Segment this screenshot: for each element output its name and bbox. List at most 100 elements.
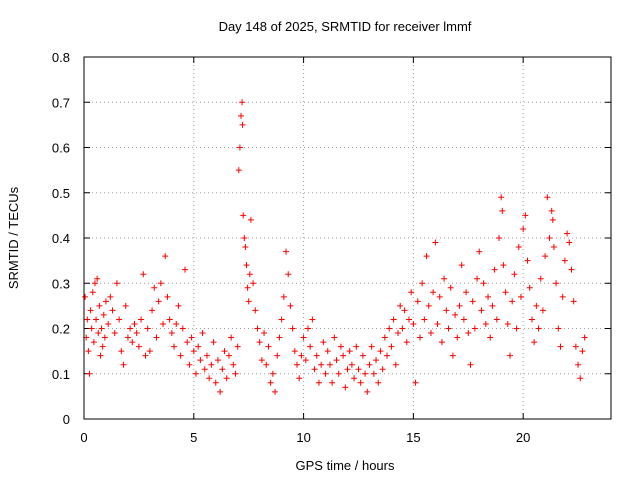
data-point bbox=[366, 361, 373, 368]
data-point bbox=[100, 311, 107, 318]
data-point bbox=[118, 348, 125, 355]
data-point bbox=[465, 330, 472, 337]
data-point bbox=[535, 325, 542, 332]
data-point bbox=[247, 216, 254, 223]
data-point bbox=[135, 343, 142, 350]
data-point bbox=[539, 307, 546, 314]
data-point bbox=[239, 99, 246, 106]
data-point bbox=[162, 253, 169, 260]
x-tick-label: 15 bbox=[406, 430, 420, 445]
data-point bbox=[500, 262, 507, 269]
data-point bbox=[186, 361, 193, 368]
data-point bbox=[291, 348, 298, 355]
data-point bbox=[485, 293, 492, 300]
data-point bbox=[357, 379, 364, 386]
data-point bbox=[469, 298, 476, 305]
data-point bbox=[157, 280, 164, 287]
data-point bbox=[482, 320, 489, 327]
data-point bbox=[203, 352, 210, 359]
y-tick-label: 0.2 bbox=[52, 322, 70, 337]
data-point bbox=[212, 379, 219, 386]
data-point bbox=[86, 370, 93, 377]
data-point bbox=[296, 375, 303, 382]
data-point bbox=[572, 343, 579, 350]
data-point bbox=[445, 325, 452, 332]
data-point bbox=[559, 293, 566, 300]
data-point bbox=[302, 357, 309, 364]
data-point bbox=[399, 325, 406, 332]
data-point bbox=[443, 307, 450, 314]
data-point bbox=[188, 334, 195, 341]
data-point bbox=[403, 339, 410, 346]
data-point bbox=[405, 316, 412, 323]
data-point bbox=[546, 235, 553, 241]
data-point bbox=[544, 194, 551, 201]
data-point bbox=[438, 339, 445, 346]
data-point bbox=[82, 293, 89, 300]
data-point bbox=[313, 352, 320, 359]
data-point bbox=[244, 284, 251, 291]
grid-lines bbox=[84, 57, 611, 419]
data-point bbox=[315, 379, 322, 386]
data-point bbox=[489, 302, 496, 309]
data-point bbox=[89, 289, 96, 296]
data-point bbox=[570, 298, 577, 305]
data-point bbox=[430, 289, 437, 296]
data-point bbox=[261, 330, 268, 337]
data-point bbox=[359, 352, 366, 359]
data-point bbox=[476, 248, 483, 255]
data-point bbox=[471, 325, 478, 332]
x-tick-label: 20 bbox=[516, 430, 530, 445]
data-point bbox=[322, 370, 329, 377]
data-point bbox=[109, 307, 116, 314]
data-point bbox=[122, 302, 129, 309]
data-point bbox=[192, 370, 199, 377]
data-point bbox=[549, 216, 556, 223]
data-point bbox=[234, 343, 241, 350]
y-tick-label: 0.8 bbox=[52, 50, 70, 65]
y-tick-label: 0.3 bbox=[52, 276, 70, 291]
data-point bbox=[499, 207, 506, 214]
data-point bbox=[105, 320, 112, 327]
plot-frame bbox=[83, 56, 612, 420]
data-point bbox=[254, 325, 261, 332]
data-point bbox=[138, 316, 145, 323]
data-point bbox=[427, 330, 434, 337]
data-point bbox=[182, 266, 189, 273]
data-point bbox=[96, 302, 103, 309]
data-point bbox=[91, 280, 98, 287]
data-point bbox=[449, 352, 456, 359]
data-point bbox=[561, 257, 568, 264]
data-point bbox=[238, 112, 245, 119]
data-point bbox=[513, 325, 520, 332]
data-point bbox=[87, 307, 94, 314]
data-point bbox=[140, 271, 147, 278]
data-point bbox=[517, 293, 524, 300]
data-point bbox=[217, 388, 224, 395]
data-point bbox=[384, 352, 391, 359]
data-point bbox=[474, 275, 481, 282]
data-point bbox=[283, 248, 290, 255]
data-point bbox=[285, 271, 292, 278]
data-point bbox=[506, 352, 513, 359]
data-point bbox=[95, 330, 102, 337]
data-point bbox=[206, 375, 213, 382]
data-point bbox=[94, 275, 101, 282]
data-point bbox=[201, 366, 208, 373]
data-point bbox=[423, 253, 430, 260]
data-point bbox=[246, 271, 253, 278]
data-point bbox=[298, 352, 305, 359]
data-point bbox=[557, 343, 564, 350]
chart-title: Day 148 of 2025, SRMTID for receiver lmm… bbox=[219, 19, 472, 34]
data-point bbox=[542, 253, 549, 260]
data-point bbox=[568, 266, 575, 273]
data-point bbox=[102, 298, 109, 305]
data-point bbox=[370, 370, 377, 377]
y-axis-label: SRMTID / TECUs bbox=[6, 186, 21, 289]
data-point bbox=[463, 289, 470, 296]
data-point bbox=[269, 370, 276, 377]
data-point bbox=[304, 325, 311, 332]
data-point bbox=[550, 244, 557, 251]
y-tick-label: 0.4 bbox=[52, 231, 70, 246]
